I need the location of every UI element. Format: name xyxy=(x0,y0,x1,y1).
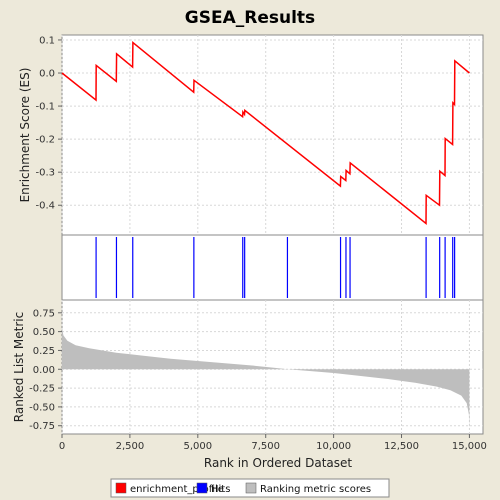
ranking-tick-label: -0.25 xyxy=(29,384,55,395)
es-tick-label: -0.1 xyxy=(35,102,55,113)
ranking-tick-label: 0.25 xyxy=(33,346,55,357)
ranking-tick-label: 0.00 xyxy=(33,365,55,376)
ranking-tick-label: -0.50 xyxy=(29,402,55,413)
ranking-tick-label: 0.50 xyxy=(33,327,55,338)
legend-swatch xyxy=(115,482,127,494)
es-tick-label: -0.3 xyxy=(35,168,55,179)
es-tick-label: 0.1 xyxy=(39,35,55,46)
x-tick-label: 5,000 xyxy=(183,441,212,452)
x-axis-label: Rank in Ordered Dataset xyxy=(204,456,352,470)
enrichment-profile-line xyxy=(61,41,470,225)
hits-markers xyxy=(95,237,456,298)
x-tick-label: 10,000 xyxy=(316,441,351,452)
x-tick-label: 2,500 xyxy=(116,441,145,452)
ranking-y-axis-label: Ranked List Metric xyxy=(12,312,26,422)
es-tick-label: -0.4 xyxy=(35,201,55,212)
legend-swatch xyxy=(245,482,257,494)
es-gridlines xyxy=(61,35,483,235)
x-tick-label: 7,500 xyxy=(251,441,280,452)
chart-title: GSEA_Results xyxy=(185,8,315,28)
ranking-y-ticks: 0.75 0.50 0.25 0.00 -0.25 -0.50 -0.75 xyxy=(29,308,62,432)
legend-label: Ranking metric scores xyxy=(260,484,371,495)
es-y-axis-label: Enrichment Score (ES) xyxy=(18,68,32,203)
es-panel-background xyxy=(61,34,484,236)
x-tick-label: 12,500 xyxy=(384,441,419,452)
legend-swatch xyxy=(196,482,208,494)
ranking-tick-label: -0.75 xyxy=(29,421,55,432)
ranking-tick-label: 0.75 xyxy=(33,308,55,319)
es-y-ticks: 0.1 0.0 -0.1 -0.2 -0.3 -0.4 xyxy=(35,35,62,212)
es-tick-label: 0.0 xyxy=(39,69,55,80)
x-tick-label: 0 xyxy=(59,441,65,452)
es-tick-label: -0.2 xyxy=(35,135,55,146)
hits-panel-background xyxy=(61,234,484,301)
legend-label: enrichment_profile xyxy=(130,484,224,495)
x-tick-label: 15,000 xyxy=(452,441,487,452)
legend-label: Hits xyxy=(211,484,230,495)
ranking-metric-area xyxy=(62,327,470,430)
x-axis-ticks: 0 2,500 5,000 7,500 10,000 12,500 15,000 xyxy=(59,434,487,452)
